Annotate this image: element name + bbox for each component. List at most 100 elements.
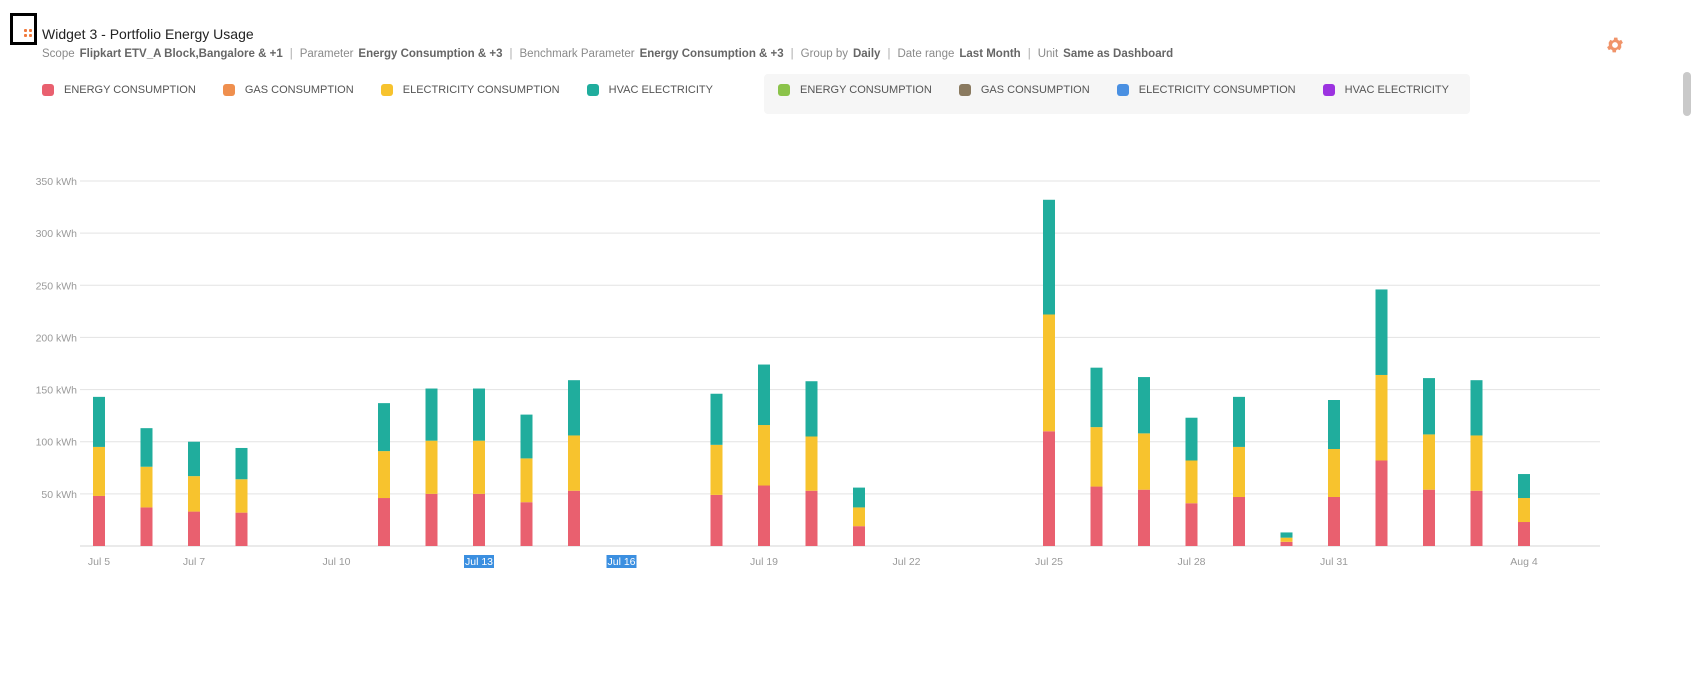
bar-segment — [378, 451, 390, 499]
x-tick-label: Jul 5 — [88, 556, 110, 568]
bar-segment — [140, 507, 153, 546]
bar-segment — [853, 507, 865, 527]
bar-segment — [1518, 522, 1530, 546]
bar-segment — [188, 511, 200, 546]
bar-segment — [378, 498, 390, 546]
bar-segment — [1233, 446, 1245, 497]
meta-separator: | — [509, 48, 513, 60]
bar-segment — [520, 458, 533, 503]
y-tick-label: 350 kWh — [36, 176, 78, 188]
legend-label: ELECTRICITY CONSUMPTION — [402, 84, 560, 96]
y-tick-label: 200 kWh — [36, 332, 78, 344]
bar-segment — [1328, 496, 1340, 546]
x-tick-label: Jul 13 — [465, 556, 493, 568]
legend-label: GAS CONSUMPTION — [980, 84, 1090, 96]
selection-highlight — [464, 555, 494, 568]
bar-segment — [1043, 431, 1055, 546]
x-tick-label: Jul 16 — [607, 556, 635, 568]
bar-segment — [1233, 396, 1245, 447]
bar-segment — [1090, 486, 1103, 546]
drag-handle-icon[interactable] — [24, 29, 33, 38]
legend-item-hvac[interactable]: HVAC ELECTRICITY — [586, 84, 713, 96]
legend-label: ENERGY CONSUMPTION — [64, 84, 196, 96]
legend-swatch — [42, 84, 54, 96]
bar-segment — [710, 444, 723, 495]
legend-swatch — [958, 84, 971, 96]
y-tick-label: 150 kWh — [36, 385, 78, 397]
bar-segment — [1043, 314, 1055, 432]
bar-segment — [1090, 367, 1103, 428]
y-tick-label: 300 kWh — [36, 228, 78, 240]
legend-swatch — [222, 84, 235, 96]
bar-segment — [568, 490, 580, 546]
gear-icon[interactable] — [1605, 35, 1625, 55]
bar-segment — [1375, 460, 1388, 546]
bar-segment — [473, 388, 485, 441]
bar-segment — [1423, 378, 1435, 435]
bar-segment — [188, 476, 200, 512]
bar-segment — [805, 490, 818, 546]
bar-segment — [1138, 377, 1150, 434]
bar-segment — [1185, 417, 1198, 461]
x-tick-label: Jul 25 — [1035, 556, 1063, 568]
x-tick-label: Jul 7 — [183, 556, 205, 568]
bar-segment — [1280, 537, 1293, 542]
legend-item-electricity[interactable]: ELECTRICITY CONSUMPTION — [380, 84, 560, 96]
bar-segment — [710, 494, 723, 546]
legend-item-benchmark-electricity[interactable]: ELECTRICITY CONSUMPTION — [1116, 84, 1296, 96]
bar-segment — [93, 446, 105, 496]
bar-segment — [425, 493, 438, 546]
x-tick-label: Jul 31 — [1320, 556, 1348, 568]
vertical-scrollbar[interactable] — [1683, 72, 1691, 116]
stacked-bar-chart: 50 kWh 100 kWh 150 kWh 200 kWh 250 kWh 300 kW… — [36, 176, 1600, 568]
legend-item-benchmark-hvac[interactable]: HVAC ELECTRICITY — [1322, 84, 1449, 96]
bar-segment — [520, 502, 533, 546]
bar-segment — [1470, 435, 1483, 491]
legend-item-energy[interactable]: ENERGY CONSUMPTION — [42, 84, 196, 96]
legend-swatch — [586, 84, 599, 96]
bar-segment — [1423, 489, 1435, 546]
drag-handle-frame[interactable] — [10, 13, 37, 45]
legend-label: ENERGY CONSUMPTION — [800, 84, 932, 96]
bar-segment — [140, 466, 153, 508]
x-tick-label: Aug 4 — [1510, 556, 1538, 568]
x-tick-label: Jul 22 — [892, 556, 920, 568]
bar-segment — [1470, 490, 1483, 546]
x-tick-label: Jul 19 — [750, 556, 778, 568]
meta-separator: | — [790, 48, 794, 60]
meta-value-date-range: Last Month — [959, 48, 1021, 60]
widget-meta: Scope Flipkart ETV_A Block,Bangalore & +1… — [42, 48, 1173, 60]
bar-segment — [1280, 532, 1293, 538]
legend-item-gas[interactable]: GAS CONSUMPTION — [222, 84, 354, 96]
bar-segment — [853, 487, 865, 508]
bar-segment — [425, 440, 438, 494]
meta-value-group-by: Daily — [852, 48, 881, 60]
legend-item-benchmark-energy[interactable]: ENERGY CONSUMPTION — [778, 84, 932, 96]
y-tick-label: 50 kWh — [41, 489, 77, 501]
meta-key-scope: Scope — [42, 48, 75, 60]
legend-item-benchmark-gas[interactable]: GAS CONSUMPTION — [958, 84, 1090, 96]
legend-benchmark: ENERGY CONSUMPTION GAS CONSUMPTION ELECT… — [764, 74, 1470, 114]
bar-segment — [1328, 449, 1340, 497]
meta-separator: | — [289, 48, 293, 60]
bar-segment — [1423, 434, 1435, 490]
meta-key-group-by: Group by — [800, 48, 848, 60]
bar-segment — [1185, 460, 1198, 504]
bar-segment — [568, 435, 580, 491]
y-tick-label: 250 kWh — [36, 280, 78, 292]
bar-segment — [758, 485, 770, 546]
bar-segment — [235, 447, 248, 480]
bar-segment — [1280, 541, 1293, 546]
bar-segment — [805, 381, 818, 437]
bar-segment — [378, 403, 390, 452]
bar-segment — [1518, 474, 1530, 499]
bar-segment — [1328, 400, 1340, 450]
bar-segment — [425, 388, 438, 441]
x-tick-label: Jul 28 — [1177, 556, 1205, 568]
bar-segment — [1375, 289, 1388, 375]
bar-segment — [235, 479, 248, 513]
bar-segment — [93, 495, 105, 546]
legend-swatch — [778, 84, 790, 96]
meta-value-scope: Flipkart ETV_A Block,Bangalore & +1 — [79, 48, 283, 60]
legend-label: ELECTRICITY CONSUMPTION — [1138, 84, 1296, 96]
